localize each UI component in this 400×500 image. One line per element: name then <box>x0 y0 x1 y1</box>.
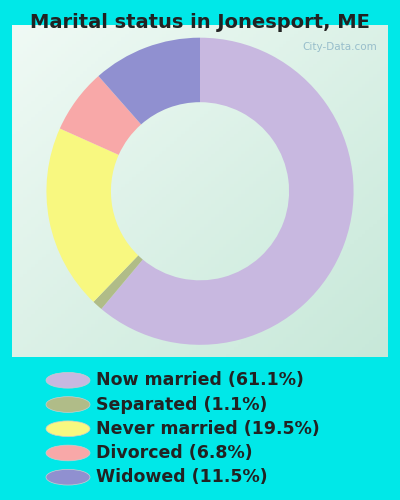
Text: Now married (61.1%): Now married (61.1%) <box>96 372 304 390</box>
Wedge shape <box>101 38 354 345</box>
Text: City-Data.com: City-Data.com <box>302 42 377 51</box>
Wedge shape <box>94 256 143 309</box>
Circle shape <box>46 470 90 485</box>
Circle shape <box>46 372 90 388</box>
Circle shape <box>46 396 90 412</box>
Circle shape <box>46 421 90 436</box>
Text: Widowed (11.5%): Widowed (11.5%) <box>96 468 268 486</box>
Text: Separated (1.1%): Separated (1.1%) <box>96 396 267 413</box>
Wedge shape <box>60 76 141 155</box>
Wedge shape <box>98 38 200 124</box>
Circle shape <box>46 445 90 461</box>
Wedge shape <box>46 128 138 302</box>
Text: Never married (19.5%): Never married (19.5%) <box>96 420 320 438</box>
Text: Divorced (6.8%): Divorced (6.8%) <box>96 444 253 462</box>
Text: Marital status in Jonesport, ME: Marital status in Jonesport, ME <box>30 12 370 32</box>
